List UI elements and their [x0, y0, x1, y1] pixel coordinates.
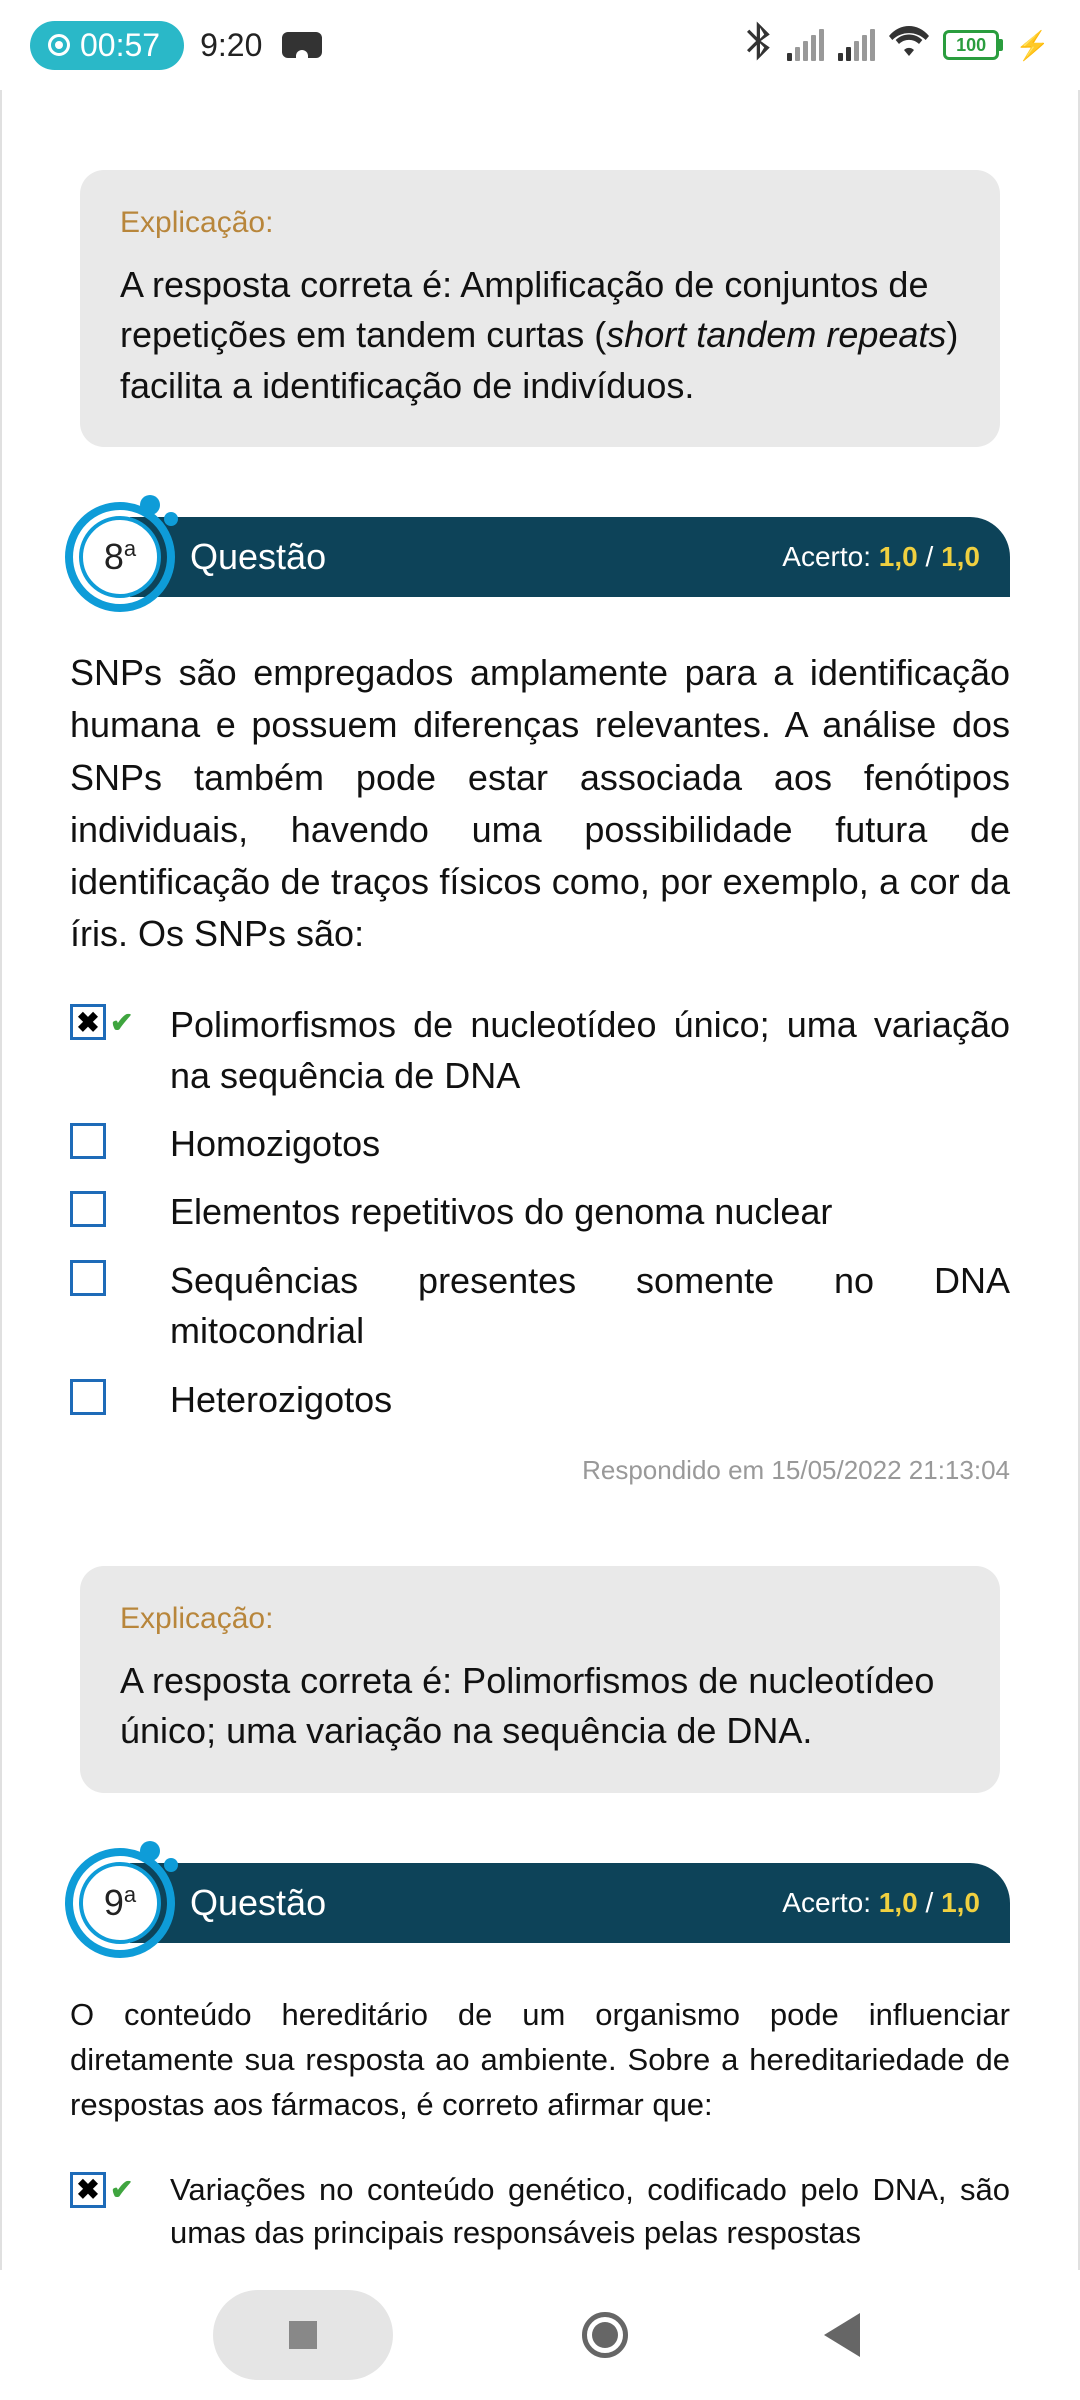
explanation-box-8: Explicação: A resposta correta é: Polimo…	[80, 1566, 1000, 1793]
question-title: Questão	[190, 1882, 326, 1924]
charging-icon: ⚡	[1015, 29, 1050, 62]
status-bar: 00:57 9:20 100 ⚡	[0, 0, 1080, 90]
explanation-text: A resposta correta é: Polimorfismos de n…	[120, 1656, 960, 1757]
vr-icon	[282, 32, 322, 58]
option-text: Sequências presentes somente no DNA mito…	[170, 1256, 1010, 1357]
checkbox[interactable]	[70, 1379, 106, 1415]
explanation-label: Explicação:	[120, 1602, 960, 1636]
checkbox-area	[70, 1119, 140, 1159]
android-nav-bar	[0, 2270, 1080, 2400]
score-max: 1,0	[941, 1887, 980, 1918]
option-row[interactable]: ✖✔Polimorfismos de nucleotídeo único; um…	[70, 1000, 1010, 1101]
score-got: 1,0	[879, 1887, 918, 1918]
question-title: Questão	[190, 536, 326, 578]
score-max: 1,0	[941, 541, 980, 572]
checkbox-area: ✖✔	[70, 1000, 140, 1040]
score-label: Acerto:	[782, 1887, 878, 1918]
option-row[interactable]: Sequências presentes somente no DNA mito…	[70, 1256, 1010, 1357]
score-sep: /	[918, 1887, 941, 1918]
option-text: Polimorfismos de nucleotídeo único; uma …	[170, 1000, 1010, 1101]
question-header-9: 9a Questão Acerto: 1,0 / 1,0	[70, 1853, 1010, 1953]
status-left: 00:57 9:20	[30, 21, 322, 70]
question-text-9: O conteúdo hereditário de um organismo p…	[70, 1993, 1010, 2128]
battery-icon: 100	[943, 30, 999, 60]
bluetooth-icon	[747, 21, 773, 70]
question-9: 9a Questão Acerto: 1,0 / 1,0 O conteúdo …	[70, 1853, 1010, 2255]
question-number: 9a	[104, 1882, 136, 1924]
question-score: Acerto: 1,0 / 1,0	[782, 1887, 980, 1919]
rec-time: 00:57	[80, 27, 160, 64]
question-8: 8a Questão Acerto: 1,0 / 1,0 SNPs são em…	[70, 507, 1010, 1486]
checkbox-area: ✖✔	[70, 2168, 140, 2208]
option-row[interactable]: ✖✔Variações no conteúdo genético, codifi…	[70, 2168, 1010, 2255]
option-text: Variações no conteúdo genético, codifica…	[170, 2168, 1010, 2255]
checkbox[interactable]: ✖	[70, 1004, 106, 1040]
recording-pill[interactable]: 00:57	[30, 21, 184, 70]
question-header-bar: Questão Acerto: 1,0 / 1,0	[130, 517, 1010, 597]
explanation-box-7: Explicação: A resposta correta é: Amplif…	[80, 170, 1000, 447]
option-text: Elementos repetitivos do genoma nuclear	[170, 1187, 1010, 1237]
checkbox-area	[70, 1375, 140, 1415]
question-text-8: SNPs são empregados amplamente para a id…	[70, 647, 1010, 960]
signal-icon-1	[787, 29, 824, 61]
checkbox[interactable]	[70, 1123, 106, 1159]
explain-italic: short tandem repeats	[606, 314, 946, 355]
back-icon	[824, 2313, 860, 2357]
explanation-label: Explicação:	[120, 206, 960, 240]
question-number: 8a	[104, 536, 136, 578]
nav-recent-button[interactable]	[213, 2290, 393, 2380]
score-sep: /	[918, 541, 941, 572]
option-text: Heterozigotos	[170, 1375, 1010, 1425]
option-row[interactable]: Heterozigotos	[70, 1375, 1010, 1425]
checkbox[interactable]: ✖	[70, 2172, 106, 2208]
option-text: Homozigotos	[170, 1119, 1010, 1169]
score-got: 1,0	[879, 541, 918, 572]
x-mark-icon: ✖	[76, 1006, 99, 1039]
question-score: Acerto: 1,0 / 1,0	[782, 541, 980, 573]
question-badge-8: 8a	[70, 507, 170, 607]
correct-check-icon: ✔	[110, 1006, 133, 1039]
option-row[interactable]: Homozigotos	[70, 1119, 1010, 1169]
checkbox[interactable]	[70, 1191, 106, 1227]
signal-icon-2	[838, 29, 875, 61]
question-header-8: 8a Questão Acerto: 1,0 / 1,0	[70, 507, 1010, 607]
x-mark-icon: ✖	[76, 2173, 99, 2206]
question-badge-9: 9a	[70, 1853, 170, 1953]
checkbox-area	[70, 1187, 140, 1227]
home-icon	[582, 2312, 628, 2358]
wifi-icon	[889, 24, 929, 66]
score-label: Acerto:	[782, 541, 878, 572]
options-list-8: ✖✔Polimorfismos de nucleotídeo único; um…	[70, 1000, 1010, 1425]
clock-time: 9:20	[200, 27, 262, 64]
checkbox-area	[70, 1256, 140, 1296]
content-area[interactable]: Explicação: A resposta correta é: Amplif…	[0, 90, 1080, 2270]
nav-back-button[interactable]	[817, 2310, 867, 2360]
options-list-9: ✖✔Variações no conteúdo genético, codifi…	[70, 2168, 1010, 2255]
answered-timestamp: Respondido em 15/05/2022 21:13:04	[70, 1455, 1010, 1486]
recent-apps-icon	[289, 2321, 317, 2349]
checkbox[interactable]	[70, 1260, 106, 1296]
correct-check-icon: ✔	[110, 2173, 133, 2206]
battery-level: 100	[956, 35, 986, 56]
record-icon	[48, 34, 70, 56]
nav-home-button[interactable]	[580, 2310, 630, 2360]
question-header-bar: Questão Acerto: 1,0 / 1,0	[130, 1863, 1010, 1943]
status-right: 100 ⚡	[747, 21, 1050, 70]
explanation-text: A resposta correta é: Amplificação de co…	[120, 260, 960, 411]
option-row[interactable]: Elementos repetitivos do genoma nuclear	[70, 1187, 1010, 1237]
